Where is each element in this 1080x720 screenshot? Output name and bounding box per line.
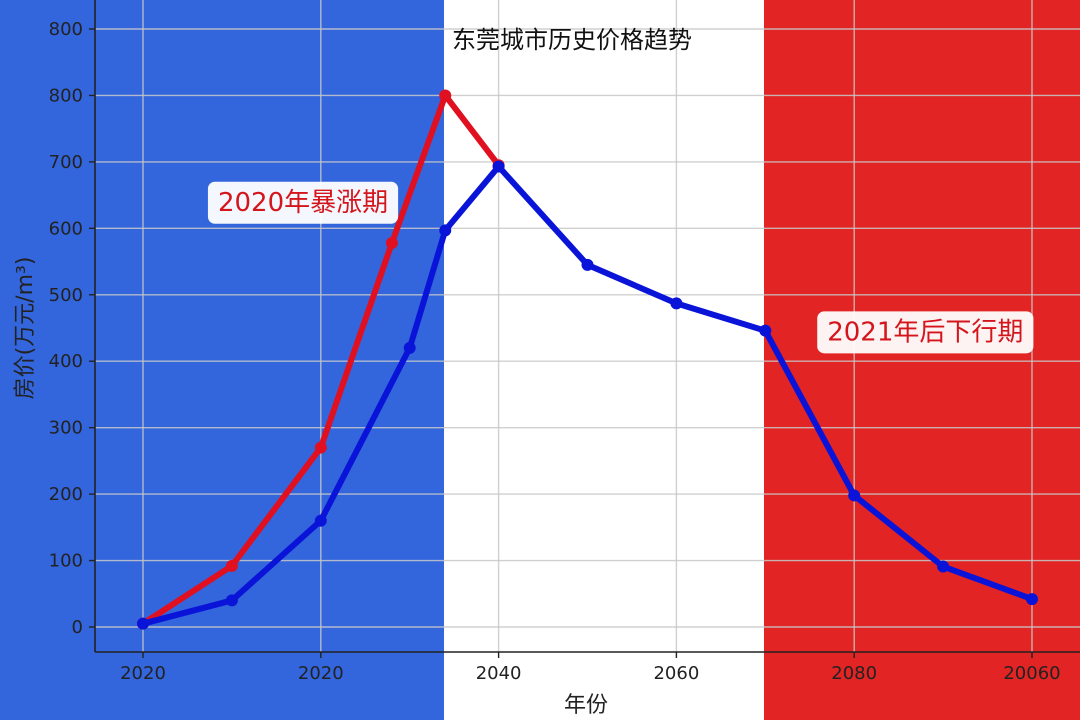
annotation-text-1: 2021年后下行期 [827,317,1023,347]
annotation-text-0: 2020年暴涨期 [218,188,388,218]
series-0-point-3 [385,236,398,249]
series-1-point-4 [439,224,452,237]
y-tick-label-5: 500 [49,285,83,306]
annotation-box-0: 2020年暴涨期 [207,181,399,224]
x-tick-label-3: 2060 [653,663,699,684]
y-tick-label-7: 700 [49,152,83,173]
series-1-point-8 [759,324,772,337]
series-1-point-3 [403,341,416,354]
series-1-point-0 [137,617,150,630]
series-line-1 [140,163,1035,627]
annotation-box-1: 2021年后下行期 [817,311,1034,354]
annotation-background-1 [817,311,1034,354]
series-0-point-4 [439,89,452,102]
series-1-point-6 [581,258,594,271]
series-1-point-7 [670,297,683,310]
series-1-point-11 [1025,593,1038,606]
y-tick-label-4: 400 [49,351,83,372]
y-tick-label-0: 0 [72,617,83,638]
x-axis-label: 年份 [564,693,608,718]
y-tick-label-3: 300 [49,418,83,439]
y-axis-label: 房价(万元/m³) [13,257,38,400]
y-tick-label-9: 800 [49,19,83,40]
y-tick-label-1: 100 [49,551,83,572]
chart-title: 东莞城市历史价格趋势 [452,26,692,54]
series-1-point-2 [314,514,327,527]
series-0-point-2 [314,441,327,454]
series-line-0 [140,92,502,627]
x-tick-label-2: 2040 [476,663,522,684]
annotation-background-0 [207,181,399,224]
series-1-point-10 [937,560,950,573]
background-band-white [444,0,764,720]
x-tick-label-0: 2020 [120,663,166,684]
x-tick-label-4: 2080 [831,663,877,684]
y-tick-label-8: 800 [49,85,83,106]
x-tick-label-5: 20060 [1003,663,1060,684]
x-tick-label-1: 2020 [298,663,344,684]
y-tick-label-2: 200 [49,484,83,505]
y-tick-label-6: 600 [49,218,83,239]
series-1-point-1 [225,594,238,607]
series-0-point-1 [225,559,238,572]
series-1-point-9 [848,489,861,502]
series-1-point-5 [492,160,505,173]
